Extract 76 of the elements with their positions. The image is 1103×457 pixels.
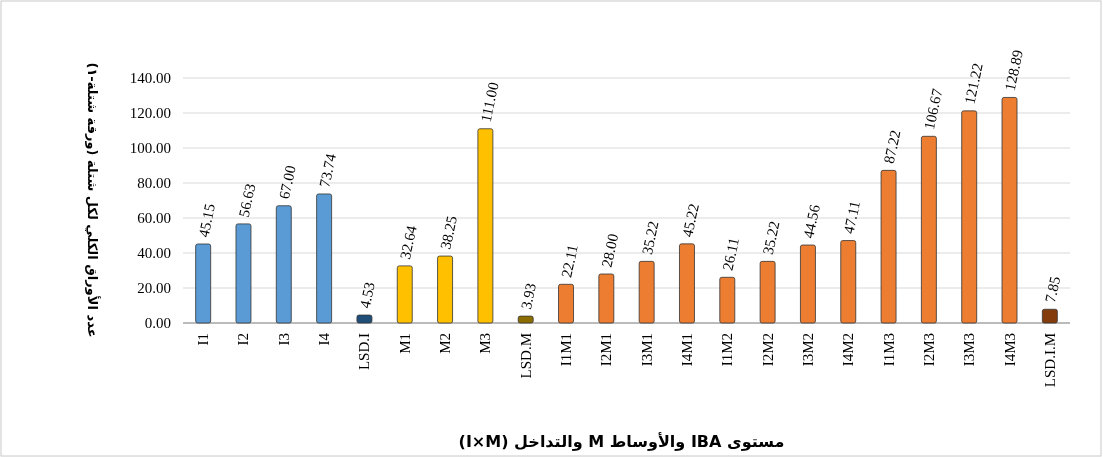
bar [235,223,252,324]
x-tick-label: I3M2 [799,333,816,367]
bar [356,314,373,324]
bar [558,283,574,324]
x-tick-label: I1M1 [558,333,575,367]
bar [1041,308,1058,324]
bar [920,135,937,324]
data-label: 28.00 [598,232,622,269]
data-label: 106.67 [921,86,946,131]
y-tick-label: 0.00 [144,315,171,331]
data-label: 32.64 [397,223,420,261]
data-label: 22.11 [558,243,581,279]
data-label: 35.22 [638,219,662,256]
bar [679,243,695,324]
bar [1001,97,1018,324]
x-tick-label: I2 [235,333,252,346]
x-tick-label: I2M3 [920,333,937,367]
data-label: 45.15 [195,202,219,239]
x-tick-label: I4M3 [1001,333,1018,367]
x-tick-label: I2M2 [759,333,776,367]
bar [759,260,776,324]
data-label: 67.00 [276,164,299,201]
data-label: 128.89 [1001,48,1027,93]
data-label: 56.63 [235,182,259,219]
x-tick-label: M3 [477,333,494,354]
y-tick-label: 40.00 [137,245,171,261]
bar [638,260,655,324]
x-tick-label: LSD.M [517,333,534,379]
bar [598,273,615,324]
data-label: 4.53 [356,280,378,310]
x-axis-title: مستوى IBA والأوساط M والتداخل (I×M) [458,432,785,451]
bar [477,128,494,324]
data-label: 121.22 [961,61,986,106]
x-tick-label: I2M1 [598,333,615,367]
bar [437,255,453,324]
y-tick-label: 20.00 [137,280,171,296]
bar [719,276,736,324]
y-tick-label: 120.00 [129,105,171,121]
y-tick-label: 60.00 [137,210,171,226]
x-tick-label: I3M3 [961,333,978,367]
x-tick-label: I1M3 [880,333,897,367]
x-tick-label: M2 [437,333,454,354]
bar [517,315,534,324]
bar [316,193,333,324]
x-tick-label: I4 [316,332,333,346]
bar [961,110,978,324]
data-label: 73.74 [316,151,340,189]
data-label: 47.11 [840,199,864,236]
x-tick-label: I3 [275,333,292,346]
data-label: 7.85 [1042,274,1064,304]
bar [195,243,212,324]
bar [800,244,816,324]
bar [880,169,897,324]
data-label: 45.22 [679,202,702,239]
data-label: 35.22 [759,219,783,256]
data-label: 111.00 [477,80,502,124]
x-tick-label: I4M2 [840,333,857,367]
x-tick-label: I4M1 [678,333,695,367]
x-tick-label: I1 [195,333,212,346]
bar [396,265,413,324]
data-label: 38.25 [437,214,461,251]
x-tick-label: I3M1 [638,333,655,367]
x-tick-label: LSD.I.M [1041,333,1058,388]
y-tick-label: 80.00 [137,175,171,191]
bar [275,205,292,324]
data-label: 3.93 [517,281,540,311]
x-tick-label: I1M2 [719,333,736,367]
y-tick-label: 140.00 [129,70,171,86]
data-label: 26.11 [719,236,743,272]
y-tick-label: 100.00 [129,140,171,156]
data-label: 87.22 [880,128,904,165]
x-tick-label: M1 [396,333,413,354]
data-label: 44.56 [800,202,823,240]
y-axis-title: عدد الأوراق الكلي لكل شتلة (ورقة شتلة-١) [85,62,101,338]
x-tick-label: LSD.I [356,333,373,371]
bar [840,240,857,324]
